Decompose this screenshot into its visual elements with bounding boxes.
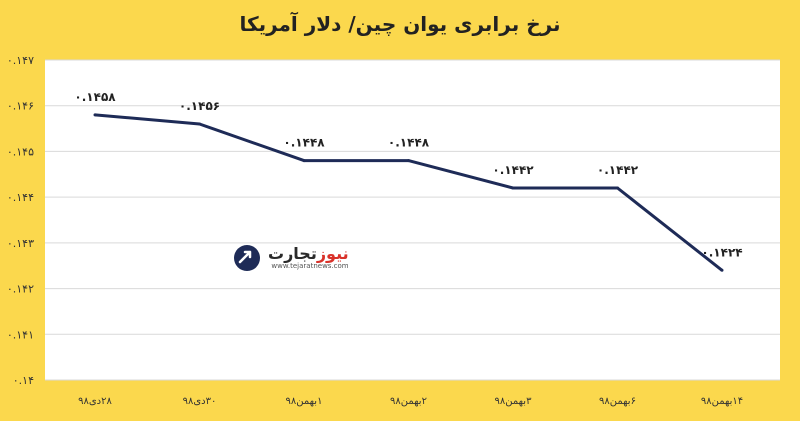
x-tick-label: ۱بهمن۹۸ — [286, 396, 323, 407]
data-label: ۰.۱۴۵۸ — [74, 90, 116, 104]
chart-title: نرخ برابری یوان چین/ دلار آمریکا — [239, 12, 561, 36]
data-label: ۰.۱۴۴۸ — [283, 136, 325, 150]
y-tick-label: ۰.۱۴۳ — [7, 237, 34, 250]
y-tick-label: ۰.۱۴۱ — [7, 328, 34, 341]
y-tick-label: ۰.۱۴۵ — [7, 145, 34, 158]
data-label: ۰.۱۴۴۲ — [597, 163, 639, 177]
data-point — [720, 268, 724, 272]
x-tick-label: ۲بهمن۹۸ — [390, 396, 427, 407]
data-label: ۰.۱۴۲۴ — [701, 245, 742, 259]
y-tick-label: ۰.۱۴۶ — [7, 100, 34, 113]
y-tick-label: ۰.۱۴۴ — [7, 191, 34, 204]
tejaratnews-logo: نیوزتجارت www.tejaratnews.com — [232, 238, 356, 278]
logo-name-accent: نیوز — [316, 244, 349, 263]
logo-name: نیوزتجارت — [268, 245, 349, 262]
x-tick-label: ۲۸دی۹۸ — [78, 396, 112, 407]
data-point — [302, 159, 306, 163]
data-point — [407, 159, 410, 163]
data-point — [198, 122, 201, 126]
x-tick-label: ۳۰دی۹۸ — [183, 396, 217, 407]
y-tick-label: ۰.۱۴۷ — [7, 54, 34, 67]
data-point — [511, 186, 515, 190]
data-label: ۰.۱۴۴۸ — [388, 136, 430, 150]
data-point — [616, 186, 619, 190]
logo-name-main: تجارت — [268, 244, 317, 263]
logo-url: www.tejaratnews.com — [271, 262, 349, 270]
x-tick-label: ۱۴بهمن۹۸ — [701, 396, 743, 407]
data-label: ۰.۱۴۴۲ — [492, 163, 534, 177]
x-tick-label: ۶بهمن۹۸ — [599, 396, 636, 407]
globe-arrow-icon — [234, 245, 260, 271]
data-label: ۰.۱۴۵۶ — [179, 99, 220, 113]
y-tick-label: ۰.۱۴۲ — [7, 283, 34, 296]
data-point — [93, 113, 97, 117]
y-tick-label: ۰.۱۴ — [13, 374, 34, 387]
x-tick-label: ۳بهمن۹۸ — [495, 396, 533, 407]
